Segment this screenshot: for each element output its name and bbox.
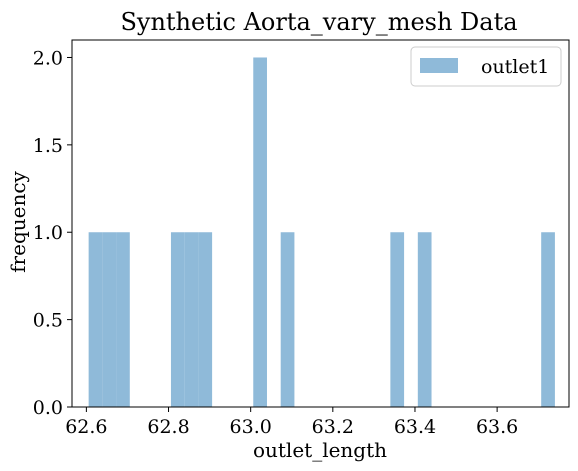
legend-box [410, 46, 562, 87]
x-axis-title: outlet_length [253, 438, 387, 462]
y-tick-label: 2.0 [33, 47, 63, 69]
x-tick-label: 63.2 [312, 416, 354, 438]
histogram-bar [184, 232, 199, 407]
histogram-bar [198, 232, 213, 407]
legend-swatch [420, 58, 458, 73]
histogram-bar [170, 232, 185, 407]
histogram-bar [253, 57, 267, 407]
histogram-bar [541, 232, 555, 407]
y-axis-ticks: 0.0 0.5 1.0 1.5 2.0 [33, 47, 72, 419]
histogram-bar [102, 232, 117, 407]
plot-border [71, 39, 570, 408]
legend: outlet1 [410, 46, 562, 87]
bars-layer [88, 57, 555, 407]
x-tick-label: 63.6 [476, 416, 518, 438]
y-axis-title: frequency [6, 170, 30, 272]
x-axis-ticks: 62.6 62.8 63.0 63.2 63.4 63.6 [65, 407, 518, 438]
legend-label: outlet1 [481, 56, 549, 78]
x-tick-label: 63.0 [230, 416, 272, 438]
chart-title: Synthetic Aorta_vary_mesh Data [120, 8, 517, 36]
histogram-bar [116, 232, 130, 407]
histogram-bar [88, 232, 103, 407]
x-tick-label: 63.4 [394, 416, 436, 438]
plot-area: 62.6 62.8 63.0 63.2 63.4 63.6 0.0 0.5 1.0 1.5 2.0 [33, 39, 570, 438]
histogram-bar [280, 232, 295, 407]
y-tick-label: 0.5 [33, 310, 63, 332]
histogram-bar [390, 232, 405, 407]
plot-frame [72, 40, 569, 407]
y-tick-label: 1.0 [33, 222, 63, 244]
y-tick-label: 0.0 [33, 397, 63, 419]
histogram-bar [417, 232, 432, 407]
x-tick-label: 62.8 [147, 416, 189, 438]
x-tick-label: 62.6 [65, 416, 107, 438]
y-tick-label: 1.5 [33, 135, 63, 157]
